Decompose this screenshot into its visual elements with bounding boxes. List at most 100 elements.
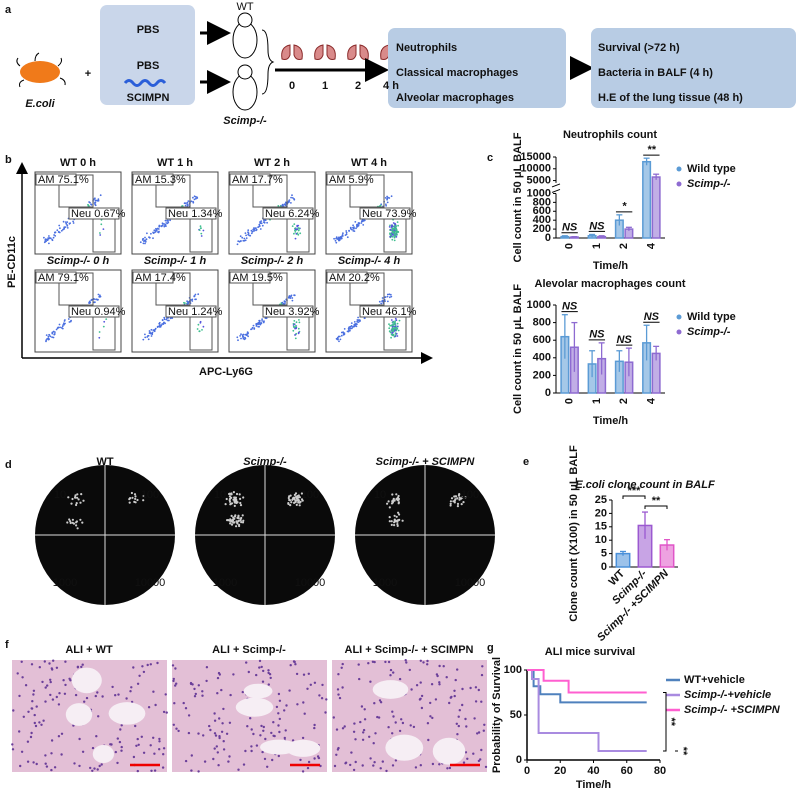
event-dot (361, 219, 364, 222)
tissue-cell (146, 663, 149, 667)
event-dot (163, 318, 166, 321)
event-dot (58, 323, 61, 326)
tissue-cell (218, 736, 221, 740)
colony (79, 518, 82, 521)
colony (239, 497, 242, 500)
event-dot (154, 231, 156, 234)
x-tick-label: 4 (645, 397, 657, 404)
colony (396, 520, 399, 523)
tissue-cell (241, 690, 244, 694)
tissue-cell (32, 689, 36, 692)
tissue-cell (35, 762, 38, 766)
y-tick-label: 1000 (527, 187, 551, 199)
event-dot (294, 227, 297, 230)
event-dot (333, 237, 335, 240)
event-dot (49, 335, 52, 338)
event-dot (152, 237, 154, 240)
significance-label: NS (562, 222, 578, 234)
event-dot (155, 227, 157, 230)
tissue-cell (83, 700, 86, 703)
event-dot (48, 237, 51, 239)
tissue-cell (117, 693, 120, 696)
tissue-cell (12, 709, 15, 712)
tissue-cell (392, 671, 395, 674)
event-dot (247, 332, 250, 334)
tissue-cell (30, 707, 33, 710)
tissue-cell (358, 677, 361, 681)
neu-label: Neu 3.92% (265, 306, 320, 318)
event-dot (52, 330, 55, 333)
event-dot (247, 232, 250, 235)
tissue-cell (337, 693, 340, 696)
colony (71, 518, 74, 521)
event-dot (341, 235, 344, 237)
event-dot (150, 328, 153, 331)
event-dot (342, 331, 344, 334)
colony (450, 497, 454, 500)
colony (449, 504, 452, 507)
colony (397, 494, 400, 498)
event-dot (147, 335, 149, 337)
colony (76, 496, 79, 499)
colony (235, 501, 238, 505)
tissue-cell (474, 686, 478, 689)
tissue-cell (96, 768, 99, 771)
colony (388, 516, 391, 519)
event-dot (241, 334, 244, 337)
tissue-cell (469, 686, 472, 690)
x-tick-label: 0 (564, 398, 576, 404)
colony (299, 500, 302, 503)
legend-label: Scimp-/- (687, 326, 731, 338)
tissue-cell (162, 753, 165, 756)
event-dot (141, 239, 144, 241)
event-dot (393, 239, 396, 242)
colony (230, 523, 234, 526)
tissue-cell (392, 715, 395, 718)
event-dot (261, 320, 263, 322)
tissue-cell (429, 701, 432, 705)
tissue-cell (262, 729, 265, 732)
tissue-cell (147, 706, 151, 709)
tissue-cell (438, 763, 441, 766)
tissue-cell (320, 697, 324, 700)
x-tick-label: 1 (591, 398, 603, 404)
tissue-cell (299, 758, 302, 762)
event-dot (57, 230, 60, 233)
tissue-cell (136, 737, 139, 741)
tissue-cell (446, 767, 449, 770)
event-dot (259, 225, 261, 227)
tissue-cell (55, 695, 58, 699)
tissue-cell (60, 753, 63, 756)
colony (238, 524, 241, 528)
tissue-cell (341, 686, 344, 689)
event-dot (54, 235, 57, 237)
tissue-cell (76, 666, 80, 669)
tissue-cell (237, 768, 240, 771)
event-dot (66, 221, 69, 224)
event-dot (200, 232, 203, 235)
tissue-cell (48, 662, 51, 665)
tissue-cell (266, 765, 269, 768)
event-dot (99, 194, 102, 197)
event-dot (390, 319, 393, 321)
tissue-cell (483, 723, 486, 726)
event-dot (386, 295, 389, 298)
event-dot (102, 228, 105, 231)
legend-label: WT+vehicle (684, 674, 745, 686)
event-dot (63, 320, 66, 322)
tissue-cell (172, 677, 175, 681)
colony (240, 521, 243, 524)
colony (458, 498, 461, 501)
event-dot (386, 201, 389, 204)
event-dot (293, 223, 296, 226)
tissue-cell (391, 710, 394, 713)
tissue-cell (338, 696, 342, 700)
tissue-cell (457, 715, 460, 718)
event-dot (378, 300, 381, 303)
event-dot (392, 333, 395, 336)
tissue-cell (385, 769, 388, 773)
tissue-cell (333, 764, 337, 768)
colony (76, 527, 79, 530)
tissue-cell (454, 678, 457, 682)
tissue-cell (194, 692, 197, 696)
